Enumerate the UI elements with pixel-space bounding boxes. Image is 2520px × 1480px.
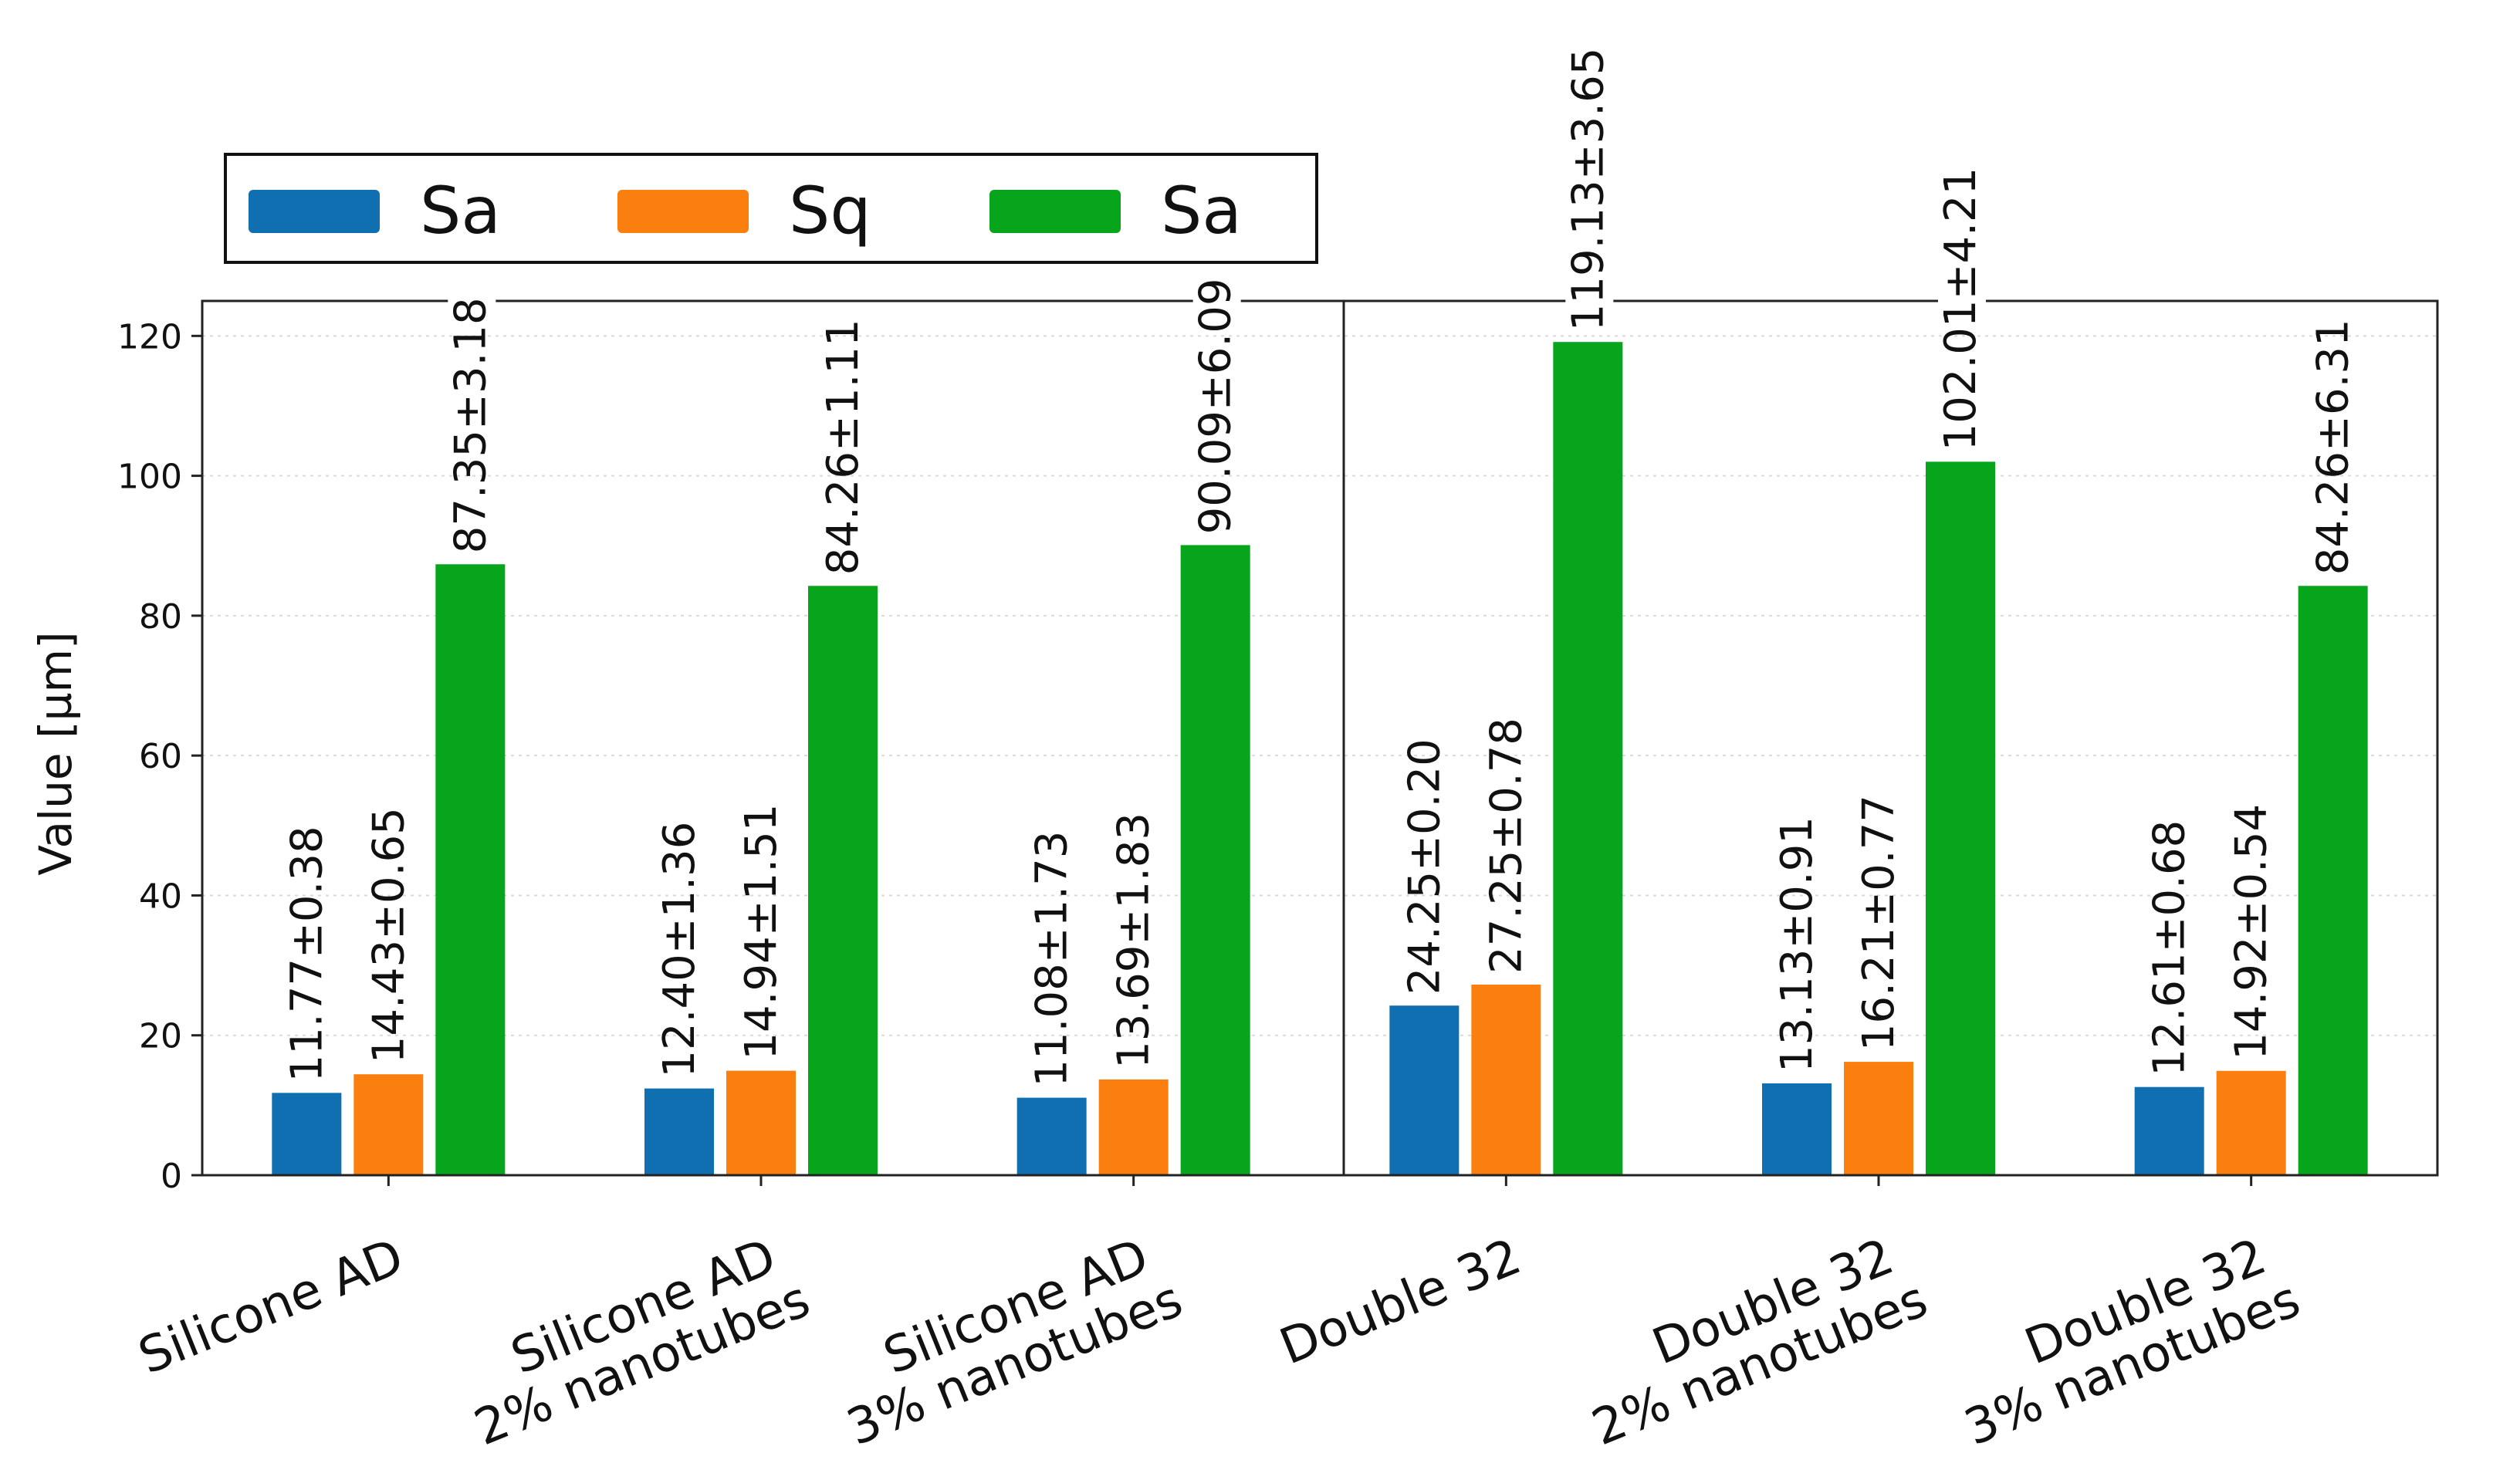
bar-value-label: 13.69±1.83 [1109, 813, 1159, 1069]
bar-sq-2 [1098, 1079, 1169, 1175]
bar-sq-5 [2216, 1070, 2286, 1175]
bar-value-label: 11.08±1.73 [1027, 831, 1077, 1087]
legend-swatch-1 [617, 190, 749, 233]
y-tick-label: 0 [161, 1157, 182, 1196]
bar-sa-4 [1926, 461, 1995, 1175]
y-tick-label: 100 [117, 458, 182, 497]
bar-value-label: 13.13±0.91 [1772, 816, 1822, 1073]
legend-label-1: Sq [789, 173, 871, 248]
label-frame-gap [448, 298, 496, 304]
bar-sa-3 [1553, 342, 1623, 1175]
bar-sa-0 [272, 1093, 342, 1175]
bars [272, 342, 2368, 1175]
bar-sa-1 [808, 586, 878, 1175]
bar-value-label: 87.35±3.18 [445, 297, 496, 553]
bar-sq-3 [1471, 985, 1541, 1175]
bar-value-label: 16.21±0.77 [1854, 795, 1904, 1051]
legend-swatch-0 [249, 190, 380, 233]
category-label-2: Silicone AD3% nanotubes [820, 1222, 1190, 1457]
x-axis-categories: Silicone AD Silicone AD2% nanotubes Silico… [131, 1175, 2308, 1457]
legend-frame [224, 153, 1318, 264]
bar-value-label: 84.26±1.11 [818, 319, 868, 575]
legend-label-2: Sa [1161, 173, 1242, 248]
bar-value-label: 119.13±3.65 [1563, 48, 1613, 332]
label-frame-gap [1565, 298, 1614, 304]
bar-value-label: 24.25±0.20 [1399, 738, 1449, 995]
bar-value-label: 11.77±0.38 [282, 826, 332, 1082]
bar-sa-4 [1762, 1083, 1832, 1175]
bar-value-label: 14.92±0.54 [2227, 804, 2277, 1060]
legend-swatch-2 [989, 190, 1121, 233]
y-tick-label: 60 [139, 737, 182, 776]
bar-sq-1 [726, 1070, 796, 1175]
bar-value-label: 27.25±0.78 [1481, 718, 1531, 974]
label-frame-gap [1192, 298, 1241, 304]
bar-value-label: 12.61±0.68 [2145, 820, 2195, 1076]
bar-sa-0 [435, 564, 506, 1175]
category-label-0: Silicone AD [131, 1228, 411, 1386]
legend-label-0: Sa [420, 173, 501, 248]
bar-value-label: 12.40±1.36 [655, 822, 705, 1078]
bar-sq-0 [353, 1074, 424, 1175]
bar-value-label: 14.94±1.51 [736, 804, 786, 1060]
plot-frame [201, 299, 2439, 1177]
bar-value-labels: 11.77±0.38 14.43±0.65 87.35±3.18 12.40±1.36… [282, 48, 2358, 1087]
bar-value-label: 90.09±6.09 [1191, 278, 1241, 534]
y-tick-label: 20 [139, 1017, 182, 1056]
label-frame-gap [1938, 298, 1986, 304]
category-label-3: Double 32 [1272, 1228, 1528, 1377]
bar-sa-5 [2134, 1086, 2204, 1175]
bar-sq-4 [1844, 1062, 1913, 1175]
bar-sa-3 [1389, 1005, 1460, 1175]
y-tick-label: 80 [139, 597, 182, 637]
bar-sa-2 [1016, 1097, 1087, 1175]
legend: Sa Sq Sa [224, 153, 1318, 264]
bar-sa-2 [1180, 545, 1250, 1175]
gridlines [202, 335, 2437, 1176]
y-tick-label: 40 [139, 877, 182, 916]
bar-value-label: 102.01±4.21 [1936, 167, 1986, 451]
category-label-4: Double 322% nanotubes [1564, 1222, 1935, 1457]
y-tick-label: 120 [117, 317, 182, 356]
y-axis-title: Value [µm] [29, 631, 82, 875]
category-label-5: Double 323% nanotubes [1937, 1222, 2308, 1457]
bar-sa-1 [644, 1088, 714, 1175]
bar-value-label: 14.43±0.65 [364, 807, 414, 1063]
category-label-1: Silicone AD2% nanotubes [447, 1222, 817, 1457]
y-axis: 0 20 40 60 80 100 120 [117, 317, 202, 1196]
bar-value-label: 84.26±6.31 [2309, 319, 2359, 575]
bar-sa-5 [2298, 586, 2368, 1175]
